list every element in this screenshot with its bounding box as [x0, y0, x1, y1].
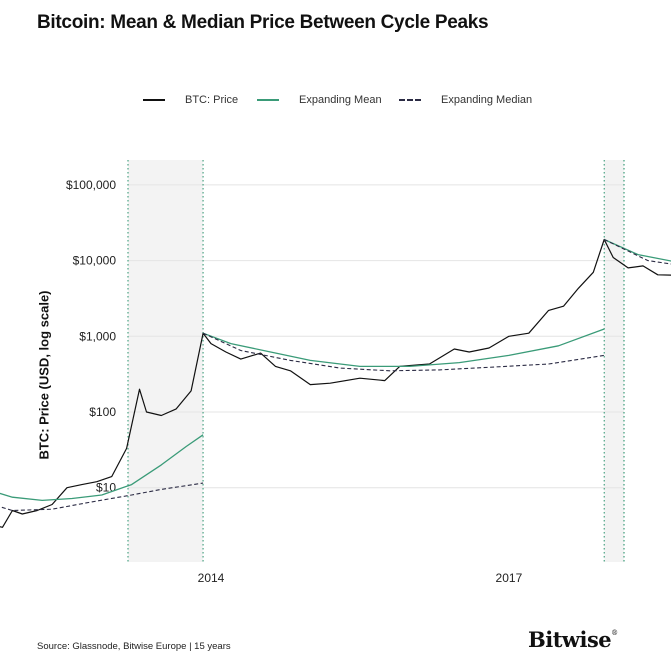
- cycle-shading: [128, 160, 624, 562]
- series-line-0-0: [0, 238, 671, 528]
- series-expanding-median: [0, 239, 671, 512]
- series-expanding-mean: [0, 238, 671, 502]
- legend-swatch-mean: [257, 99, 279, 101]
- brand-name: Bitwise: [528, 627, 612, 652]
- chart-legend: BTC: Price Expanding Mean Expanding Medi…: [0, 88, 671, 112]
- series-line-2-0: [0, 482, 204, 512]
- series-btc-price: [0, 238, 671, 528]
- legend-item-price: BTC: Price: [143, 88, 238, 112]
- y-tick-label-4: $100,000: [66, 178, 116, 192]
- y-tick-label-2: $1,000: [79, 329, 116, 343]
- cycle-peak-lines: [127, 160, 625, 562]
- x-tick-label-0: 2014: [198, 571, 225, 585]
- series-line-2-2: [603, 239, 671, 265]
- series-line-1-1: [202, 328, 605, 368]
- legend-label-median: Expanding Median: [441, 94, 533, 106]
- cycle-shade-0: [128, 160, 204, 562]
- legend-item-mean: Expanding Mean: [257, 88, 382, 112]
- legend-label-price: BTC: Price: [185, 94, 239, 106]
- legend-swatch-median: [399, 99, 421, 101]
- source-note: Source: Glassnode, Bitwise Europe | 15 y…: [37, 641, 231, 652]
- y-tick-label-1: $100: [89, 405, 116, 419]
- y-tick-labels: $10 $100 $1,000 $10,000 $100,000: [66, 178, 116, 495]
- x-tick-label-1: 2017: [496, 571, 523, 585]
- brand-logo: Bitwise®: [528, 627, 618, 652]
- legend-label-mean: Expanding Mean: [299, 94, 382, 106]
- legend-swatch-price: [143, 99, 165, 101]
- y-tick-label-3: $10,000: [73, 254, 117, 268]
- y-tick-label-0: $10: [96, 481, 116, 495]
- chart-series: [0, 238, 671, 528]
- chart-title: Bitcoin: Mean & Median Price Between Cyc…: [37, 12, 489, 33]
- series-line-1-2: [603, 238, 671, 262]
- legend-item-median: Expanding Median: [399, 88, 532, 112]
- series-line-1-0: [0, 434, 204, 502]
- x-tick-labels: 20142017202020232026: [198, 571, 523, 585]
- series-line-2-1: [202, 332, 605, 372]
- cycle-shade-1: [604, 160, 624, 562]
